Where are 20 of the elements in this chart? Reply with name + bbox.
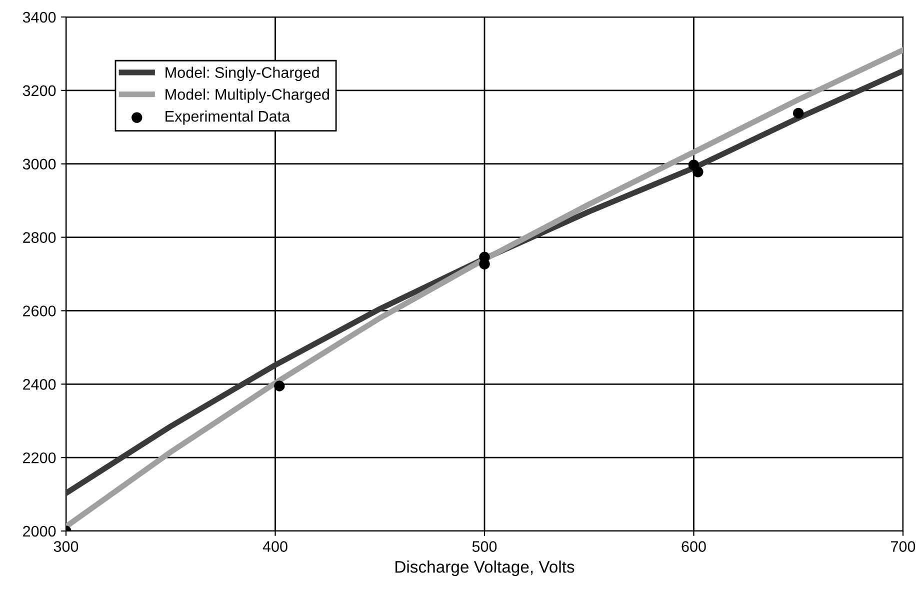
x-axis-title: Discharge Voltage, Volts bbox=[396, 560, 574, 576]
x-tick-label: 500 bbox=[472, 541, 497, 552]
x-tick-label: 300 bbox=[54, 541, 78, 552]
y-tick-label: 3200 bbox=[22, 85, 56, 96]
y-tick-label: 2400 bbox=[23, 379, 56, 390]
y-tick-label: 3000 bbox=[22, 158, 56, 170]
y-tick-label: 2800 bbox=[23, 232, 56, 243]
y-tick-label: 3400 bbox=[22, 12, 56, 23]
y-tick-label: 2000 bbox=[23, 526, 56, 537]
point bbox=[274, 380, 285, 392]
legend-label: Experimental Data bbox=[166, 110, 290, 125]
legend-label: Model: Multiply-Charged bbox=[166, 88, 329, 103]
y-tick-label: 2600 bbox=[23, 306, 56, 316]
point bbox=[692, 166, 704, 178]
x-tick-label: 400 bbox=[262, 541, 288, 552]
x-tick-label: 600 bbox=[682, 541, 706, 552]
y-tick-label: 2200 bbox=[23, 452, 56, 464]
x-tick-label: 700 bbox=[891, 541, 916, 552]
legend-label: Model: Singly-Charged bbox=[166, 66, 319, 81]
point bbox=[793, 108, 804, 119]
